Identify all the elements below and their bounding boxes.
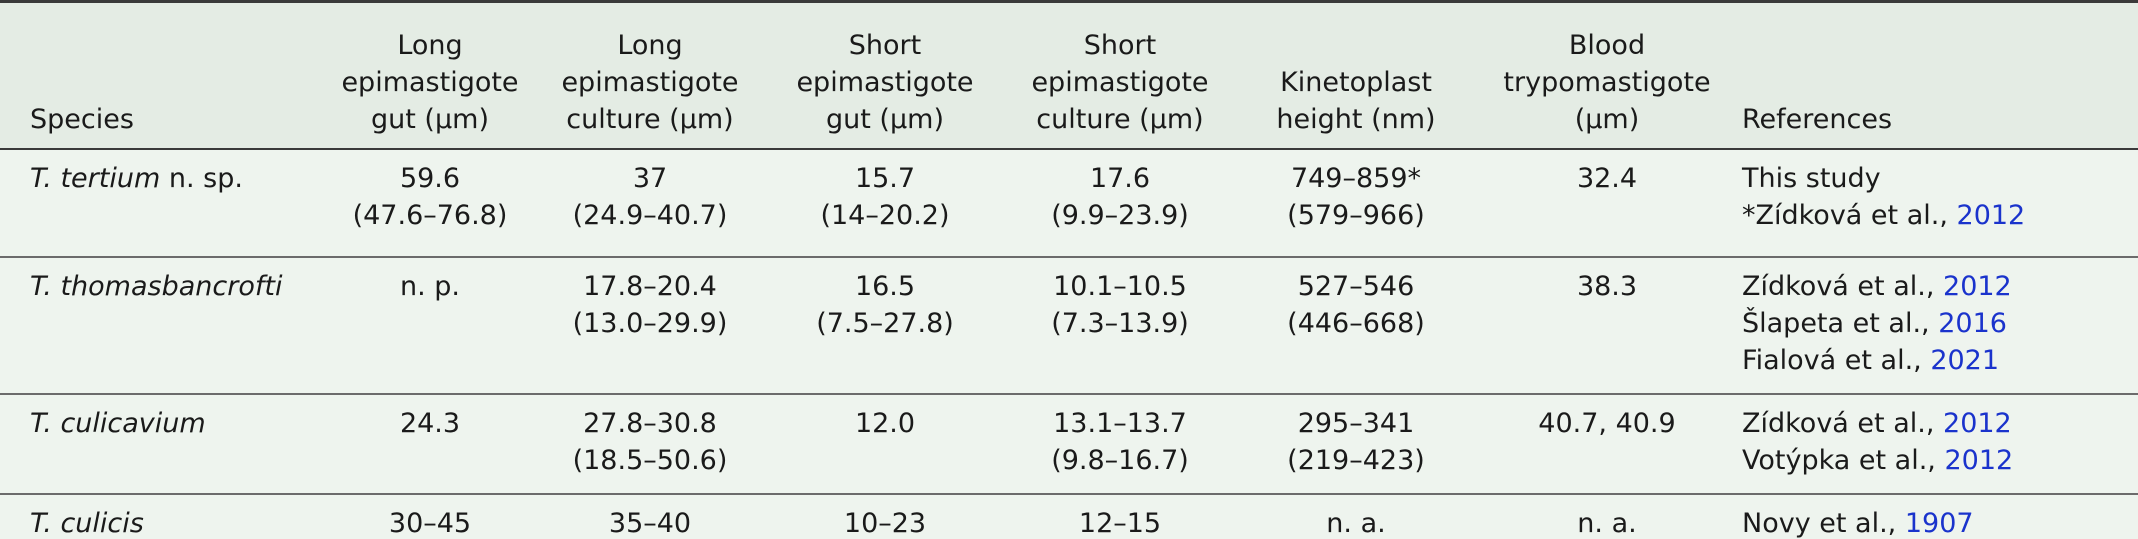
col-header-species: Species bbox=[30, 104, 134, 135]
header-row: Species Long epimastigote gut (μm) Long … bbox=[0, 1, 2138, 149]
short-gut-cell: 15.7 (14–20.2) bbox=[820, 163, 950, 231]
long-gut-cell: 30–45 bbox=[388, 508, 472, 539]
reference-entry: Novy et al., 1907 bbox=[1742, 508, 1974, 539]
reference-entry: Šlapeta et al., 2016 bbox=[1742, 308, 2007, 339]
short-gut-cell: 10–23 bbox=[843, 508, 927, 539]
col-header-long-gut: Long epimastigote gut (μm) bbox=[341, 30, 519, 135]
reference-entry: *Zídková et al., 2012 bbox=[1742, 200, 2026, 231]
kinetoplast-cell: n. a. bbox=[1326, 508, 1386, 539]
reference-entry: Fialová et al., 2021 bbox=[1742, 345, 2000, 376]
reference-year-link[interactable]: 2012 bbox=[1944, 445, 2014, 476]
long-gut-cell: 59.6 (47.6–76.8) bbox=[352, 163, 508, 231]
reference-entry: Zídková et al., 2012 bbox=[1742, 408, 2012, 439]
long-gut-cell: 24.3 bbox=[399, 408, 461, 439]
col-header-short-culture: Short epimastigote culture (μm) bbox=[1031, 30, 1209, 135]
reference-entry: This study bbox=[1742, 163, 1881, 194]
reference-year-link[interactable]: 2012 bbox=[1956, 200, 2026, 231]
species-cell: T. culicis bbox=[0, 494, 330, 539]
species-name: T. thomasbancrofti bbox=[30, 271, 283, 302]
reference-entry: Votýpka et al., 2012 bbox=[1742, 445, 2014, 476]
references-cell: Zídková et al., 2012 Šlapeta et al., 201… bbox=[1742, 257, 2138, 394]
col-header-kinetoplast: Kinetoplast height (nm) bbox=[1276, 67, 1436, 135]
reference-year-link[interactable]: 2016 bbox=[1938, 308, 2007, 339]
short-culture-cell: 10.1–10.5 (7.3–13.9) bbox=[1051, 271, 1189, 339]
long-culture-cell: 35–40 bbox=[608, 508, 692, 539]
col-header-blood: Blood trypomastigote (μm) bbox=[1503, 30, 1711, 135]
reference-year-link[interactable]: 1907 bbox=[1904, 508, 1974, 539]
species-name: T. culicavium bbox=[30, 408, 206, 439]
kinetoplast-cell: 295–341 (219–423) bbox=[1287, 408, 1425, 476]
table-row: T. culicavium 24.3 27.8–30.8 (18.5–50.6)… bbox=[0, 394, 2138, 494]
species-name: T. tertium bbox=[30, 163, 161, 194]
table-row: T. thomasbancrofti n. p. 17.8–20.4 (13.0… bbox=[0, 257, 2138, 394]
long-culture-cell: 17.8–20.4 (13.0–29.9) bbox=[572, 271, 728, 339]
species-suffix: n. sp. bbox=[160, 163, 243, 194]
references-cell: Novy et al., 1907 bbox=[1742, 494, 2138, 539]
short-gut-cell: 12.0 bbox=[854, 408, 916, 439]
species-cell: T. culicavium bbox=[0, 394, 330, 494]
blood-cell: 40.7, 40.9 bbox=[1538, 408, 1676, 439]
reference-year-link[interactable]: 2012 bbox=[1943, 408, 2012, 439]
species-cell: T. thomasbancrofti bbox=[0, 257, 330, 394]
blood-cell: n. a. bbox=[1577, 508, 1637, 539]
col-header-short-gut: Short epimastigote gut (μm) bbox=[796, 30, 974, 135]
kinetoplast-cell: 527–546 (446–668) bbox=[1287, 271, 1425, 339]
kinetoplast-cell: 749–859* (579–966) bbox=[1287, 163, 1425, 231]
short-culture-cell: 12–15 bbox=[1078, 508, 1162, 539]
col-header-references: References bbox=[1742, 104, 1893, 135]
blood-cell: 32.4 bbox=[1576, 163, 1638, 194]
long-culture-cell: 27.8–30.8 (18.5–50.6) bbox=[572, 408, 728, 476]
references-cell: Zídková et al., 2012 Votýpka et al., 201… bbox=[1742, 394, 2138, 494]
short-gut-cell: 16.5 (7.5–27.8) bbox=[816, 271, 954, 339]
long-gut-cell: n. p. bbox=[400, 271, 460, 302]
references-cell: This study *Zídková et al., 2012 bbox=[1742, 149, 2138, 257]
short-culture-cell: 17.6 (9.9–23.9) bbox=[1051, 163, 1189, 231]
species-name: T. culicis bbox=[30, 508, 144, 539]
short-culture-cell: 13.1–13.7 (9.8–16.7) bbox=[1051, 408, 1189, 476]
reference-entry: Zídková et al., 2012 bbox=[1742, 271, 2012, 302]
table-row: T. culicis 30–45 35–40 10–23 12–15 n. a. bbox=[0, 494, 2138, 539]
table-row: T. tertium n. sp. 59.6 (47.6–76.8) 37 (2… bbox=[0, 149, 2138, 257]
reference-year-link[interactable]: 2021 bbox=[1930, 345, 2000, 376]
blood-cell: 38.3 bbox=[1576, 271, 1638, 302]
species-cell: T. tertium n. sp. bbox=[0, 149, 330, 257]
reference-year-link[interactable]: 2012 bbox=[1943, 271, 2012, 302]
long-culture-cell: 37 (24.9–40.7) bbox=[572, 163, 728, 231]
col-header-long-culture: Long epimastigote culture (μm) bbox=[561, 30, 739, 135]
